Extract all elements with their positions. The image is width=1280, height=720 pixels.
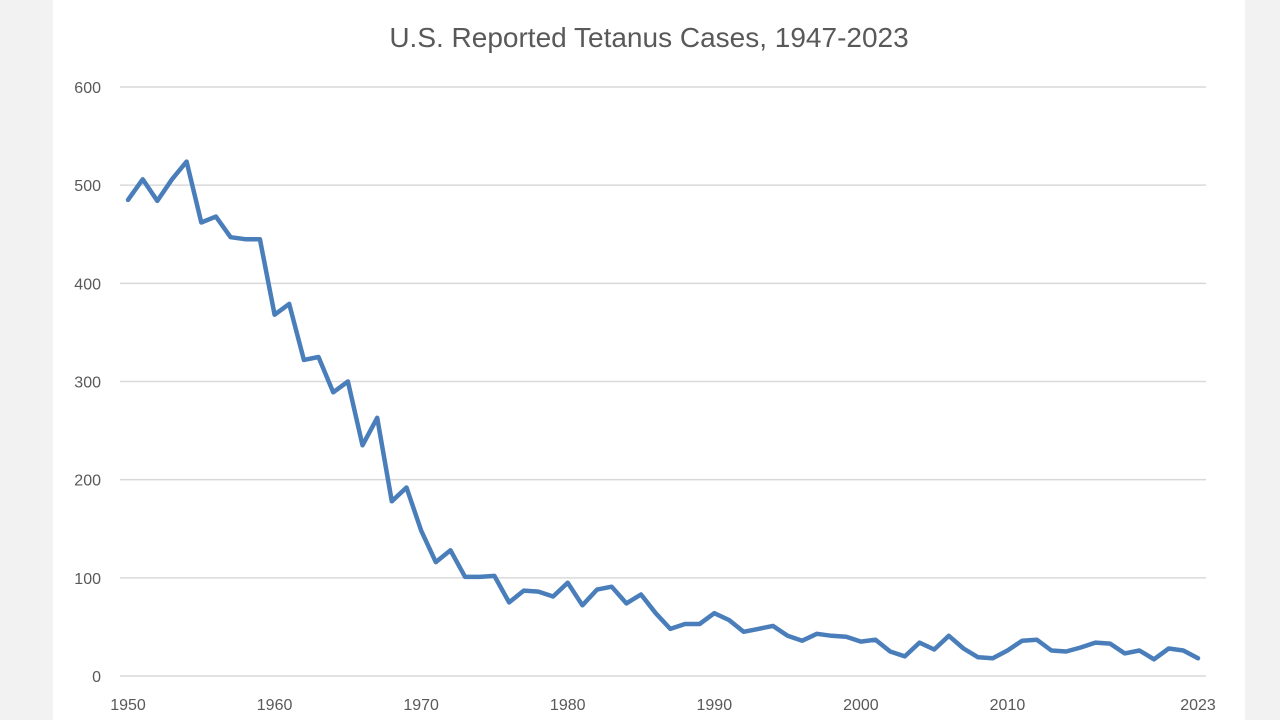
y-tick-label: 100 [74, 571, 101, 588]
y-tick-label: 500 [74, 178, 101, 195]
y-tick-label: 600 [74, 80, 101, 97]
y-axis-ticks: 0 100 200 300 400 500 600 [74, 80, 101, 686]
x-tick-label: 2023 [1180, 697, 1216, 714]
x-tick-label: 2010 [990, 697, 1026, 714]
x-tick-label: 2000 [843, 697, 879, 714]
y-tick-label: 200 [74, 473, 101, 490]
x-tick-label: 1980 [550, 697, 586, 714]
x-axis-ticks: 1950 1960 1970 1980 1990 2000 2010 2023 [110, 697, 1216, 714]
y-tick-label: 400 [74, 276, 101, 293]
chart-title: U.S. Reported Tetanus Cases, 1947-2023 [389, 22, 909, 53]
x-tick-label: 1990 [697, 697, 733, 714]
x-tick-label: 1970 [403, 697, 439, 714]
chart-card [53, 0, 1245, 720]
y-tick-label: 300 [74, 375, 101, 392]
x-tick-label: 1950 [110, 697, 146, 714]
y-tick-label: 0 [92, 669, 101, 686]
cases-line [125, 159, 1201, 662]
x-tick-label: 1960 [257, 697, 293, 714]
gridlines [120, 86, 1206, 677]
